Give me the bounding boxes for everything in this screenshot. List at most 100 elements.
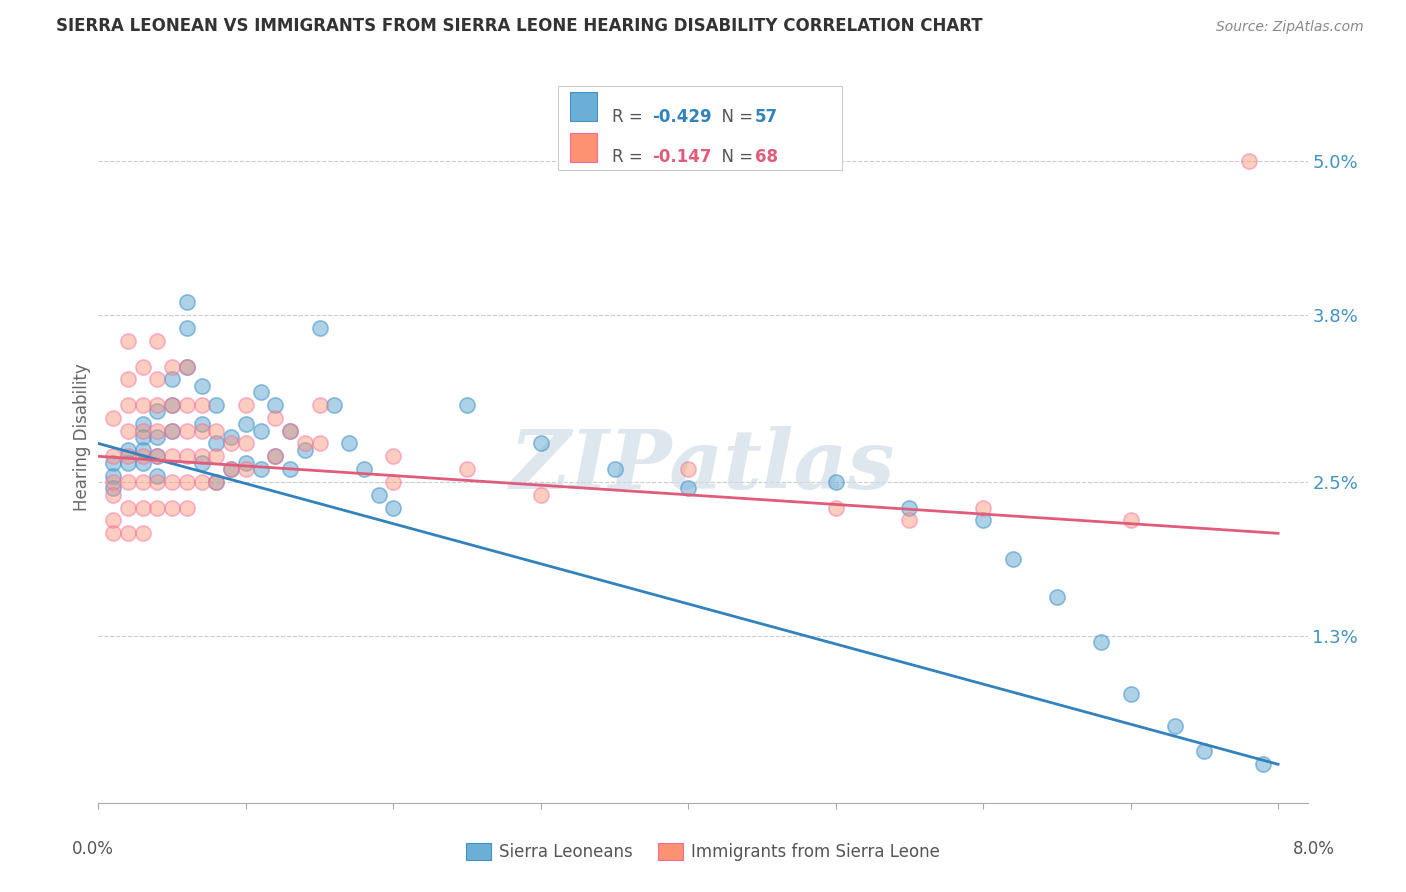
Point bbox=[176, 500, 198, 515]
Point bbox=[190, 417, 212, 432]
Point bbox=[219, 462, 242, 476]
Point bbox=[131, 442, 153, 457]
Text: N =: N = bbox=[711, 108, 759, 126]
Point bbox=[603, 462, 626, 476]
Point bbox=[101, 526, 124, 541]
Point bbox=[530, 436, 553, 450]
Point bbox=[176, 398, 198, 412]
Point bbox=[131, 430, 153, 444]
Text: 0.0%: 0.0% bbox=[72, 840, 114, 858]
Point bbox=[308, 321, 330, 335]
Point bbox=[898, 500, 921, 515]
Text: ZIPatlas: ZIPatlas bbox=[510, 426, 896, 507]
Point bbox=[117, 372, 139, 386]
Point bbox=[264, 410, 287, 425]
Point bbox=[160, 398, 183, 412]
Point bbox=[1090, 635, 1112, 649]
Bar bbox=[569, 93, 596, 121]
Point bbox=[146, 450, 169, 464]
Point bbox=[278, 424, 301, 438]
Point bbox=[294, 436, 316, 450]
Point bbox=[160, 424, 183, 438]
Point bbox=[101, 450, 124, 464]
Point bbox=[101, 410, 124, 425]
Point bbox=[117, 475, 139, 489]
Point bbox=[146, 398, 169, 412]
Point bbox=[308, 398, 330, 412]
Point bbox=[530, 488, 553, 502]
Point bbox=[294, 442, 316, 457]
Point bbox=[146, 430, 169, 444]
Point bbox=[117, 442, 139, 457]
Point bbox=[235, 462, 257, 476]
Point bbox=[146, 475, 169, 489]
Point bbox=[131, 398, 153, 412]
Point bbox=[146, 404, 169, 418]
Point bbox=[367, 488, 389, 502]
Point bbox=[337, 436, 360, 450]
Point bbox=[323, 398, 346, 412]
Point bbox=[101, 514, 124, 528]
Point bbox=[146, 424, 169, 438]
Point bbox=[190, 450, 212, 464]
Point bbox=[205, 475, 228, 489]
Point bbox=[190, 424, 212, 438]
Text: Source: ZipAtlas.com: Source: ZipAtlas.com bbox=[1216, 21, 1364, 34]
Point bbox=[176, 359, 198, 374]
Point bbox=[176, 321, 198, 335]
Point bbox=[1119, 687, 1142, 701]
Point bbox=[456, 398, 478, 412]
Point bbox=[131, 359, 153, 374]
Point bbox=[1119, 514, 1142, 528]
Point bbox=[972, 500, 994, 515]
Point bbox=[382, 500, 405, 515]
Point bbox=[190, 378, 212, 392]
Point bbox=[678, 462, 700, 476]
Point bbox=[1194, 744, 1216, 758]
Point bbox=[146, 468, 169, 483]
Point bbox=[176, 424, 198, 438]
Point bbox=[131, 475, 153, 489]
Point bbox=[1001, 552, 1024, 566]
Point bbox=[146, 500, 169, 515]
Point bbox=[678, 482, 700, 496]
Point bbox=[101, 456, 124, 470]
Point bbox=[176, 359, 198, 374]
Text: N =: N = bbox=[711, 148, 759, 167]
Point bbox=[160, 372, 183, 386]
Point bbox=[235, 456, 257, 470]
Point bbox=[190, 475, 212, 489]
Point bbox=[131, 424, 153, 438]
Point bbox=[898, 514, 921, 528]
Point bbox=[117, 526, 139, 541]
Point bbox=[146, 334, 169, 348]
Point bbox=[117, 334, 139, 348]
Point bbox=[176, 475, 198, 489]
Point bbox=[205, 398, 228, 412]
Point bbox=[235, 398, 257, 412]
Point bbox=[1237, 154, 1260, 169]
Point bbox=[824, 500, 846, 515]
Point bbox=[131, 526, 153, 541]
Point bbox=[101, 475, 124, 489]
Point bbox=[205, 450, 228, 464]
Y-axis label: Hearing Disability: Hearing Disability bbox=[73, 363, 91, 511]
Point bbox=[101, 482, 124, 496]
Point bbox=[117, 500, 139, 515]
Point bbox=[160, 398, 183, 412]
Point bbox=[456, 462, 478, 476]
Point bbox=[205, 424, 228, 438]
Point bbox=[190, 456, 212, 470]
Point bbox=[219, 462, 242, 476]
Point bbox=[160, 475, 183, 489]
Point bbox=[249, 424, 271, 438]
Text: R =: R = bbox=[613, 148, 648, 167]
Point bbox=[1046, 591, 1069, 605]
Point bbox=[160, 359, 183, 374]
Point bbox=[264, 450, 287, 464]
Text: SIERRA LEONEAN VS IMMIGRANTS FROM SIERRA LEONE HEARING DISABILITY CORRELATION CH: SIERRA LEONEAN VS IMMIGRANTS FROM SIERRA… bbox=[56, 17, 983, 35]
Point bbox=[160, 500, 183, 515]
Point bbox=[1164, 719, 1187, 733]
Point bbox=[160, 450, 183, 464]
Point bbox=[249, 385, 271, 400]
